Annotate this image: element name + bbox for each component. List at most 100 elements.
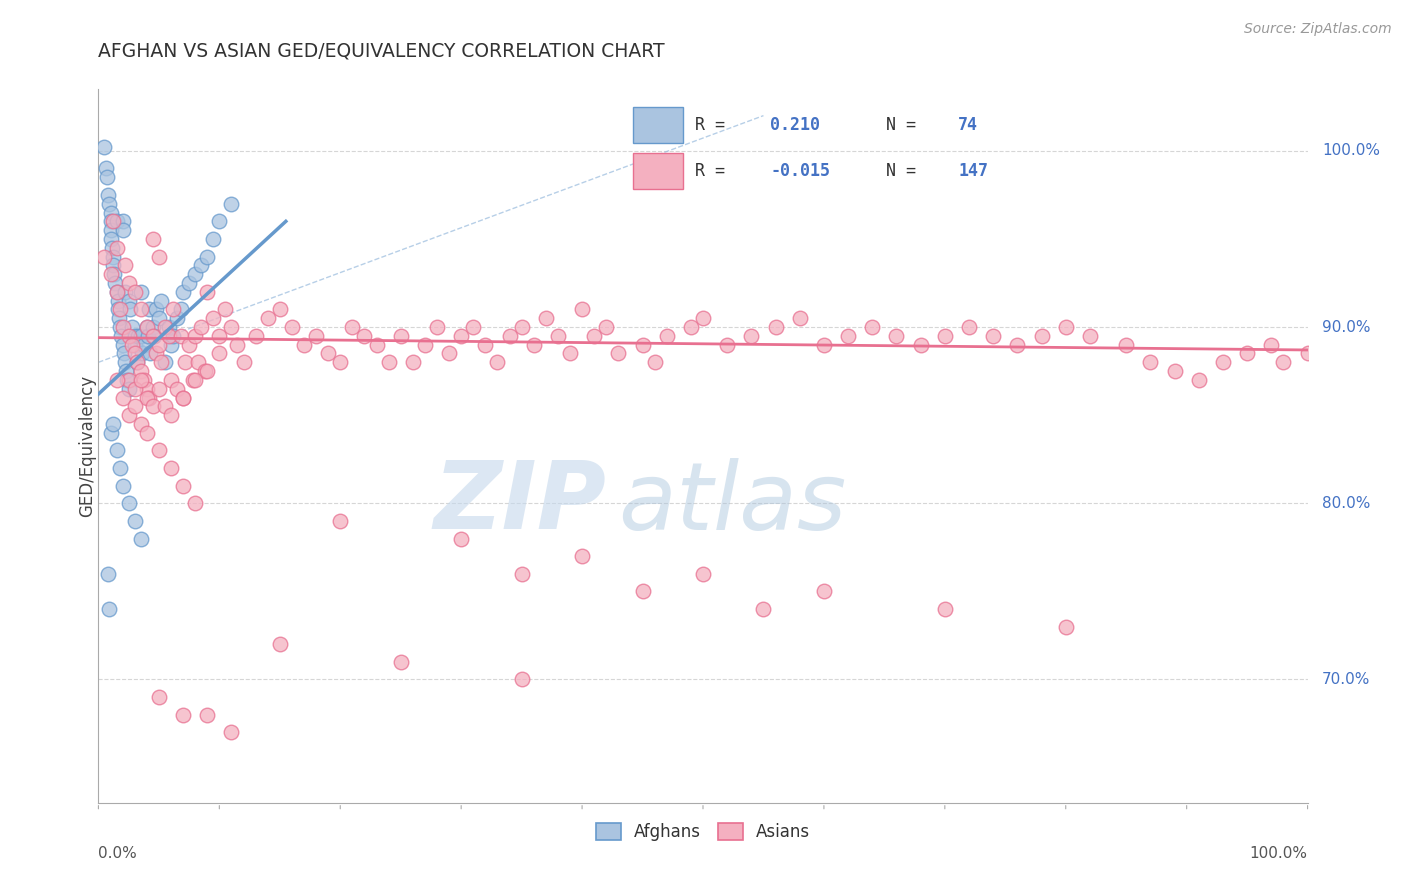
- Point: [353, 329, 375, 343]
- Point: [595, 320, 617, 334]
- Point: [981, 329, 1004, 343]
- Point: [1272, 355, 1295, 369]
- Point: [115, 364, 138, 378]
- Point: [129, 364, 152, 378]
- Point: [98, 196, 121, 211]
- Point: [1054, 619, 1077, 633]
- Point: [93, 250, 115, 264]
- Point: [934, 602, 956, 616]
- Point: [118, 329, 141, 343]
- Point: [105, 443, 128, 458]
- Point: [692, 311, 714, 326]
- Text: AFGHAN VS ASIAN GED/EQUIVALENCY CORRELATION CHART: AFGHAN VS ASIAN GED/EQUIVALENCY CORRELAT…: [98, 42, 665, 61]
- Point: [169, 302, 191, 317]
- Point: [547, 329, 569, 343]
- Point: [208, 329, 231, 343]
- Point: [366, 337, 388, 351]
- Point: [145, 302, 167, 317]
- Point: [131, 346, 153, 360]
- Point: [644, 355, 666, 369]
- Point: [143, 329, 166, 343]
- Point: [166, 311, 188, 326]
- Point: [111, 478, 134, 492]
- Point: [172, 391, 194, 405]
- Point: [377, 355, 399, 369]
- Point: [129, 329, 152, 343]
- Point: [124, 329, 146, 343]
- Point: [281, 320, 304, 334]
- Point: [716, 337, 738, 351]
- Point: [181, 373, 204, 387]
- Point: [172, 391, 194, 405]
- Point: [160, 373, 183, 387]
- Point: [148, 311, 170, 326]
- Point: [108, 311, 131, 326]
- Point: [184, 496, 207, 510]
- Y-axis label: GED/Equivalency: GED/Equivalency: [79, 375, 96, 517]
- Point: [692, 566, 714, 581]
- Point: [111, 223, 134, 237]
- Point: [97, 188, 120, 202]
- Text: 80.0%: 80.0%: [1322, 496, 1371, 511]
- Point: [510, 566, 533, 581]
- Point: [329, 355, 352, 369]
- Point: [101, 417, 124, 431]
- Point: [96, 170, 118, 185]
- Point: [124, 337, 146, 351]
- Point: [160, 408, 183, 422]
- Point: [474, 337, 496, 351]
- Point: [187, 355, 209, 369]
- Point: [1236, 346, 1258, 360]
- Point: [142, 320, 165, 334]
- Point: [136, 329, 159, 343]
- Point: [208, 346, 231, 360]
- Point: [145, 346, 167, 360]
- Point: [169, 329, 191, 343]
- Point: [101, 214, 124, 228]
- Point: [148, 382, 170, 396]
- Point: [195, 364, 218, 378]
- Point: [124, 514, 146, 528]
- Point: [129, 373, 152, 387]
- Point: [105, 373, 128, 387]
- Point: [1007, 337, 1029, 351]
- Point: [118, 408, 141, 422]
- Point: [510, 673, 533, 687]
- Point: [740, 329, 762, 343]
- Point: [450, 532, 472, 546]
- Point: [100, 205, 122, 219]
- Point: [172, 707, 194, 722]
- Point: [571, 302, 593, 317]
- Point: [112, 346, 135, 360]
- Point: [510, 320, 533, 334]
- Point: [1163, 364, 1185, 378]
- Point: [111, 214, 134, 228]
- Text: Source: ZipAtlas.com: Source: ZipAtlas.com: [1244, 22, 1392, 37]
- Point: [148, 443, 170, 458]
- Point: [138, 391, 160, 405]
- Point: [486, 355, 509, 369]
- Point: [160, 461, 183, 475]
- Point: [437, 346, 460, 360]
- Point: [124, 400, 146, 414]
- Point: [100, 214, 122, 228]
- Point: [1260, 337, 1282, 351]
- Point: [413, 337, 436, 351]
- Text: 0.0%: 0.0%: [98, 846, 138, 861]
- Point: [105, 241, 128, 255]
- Point: [607, 346, 630, 360]
- Point: [153, 320, 176, 334]
- Point: [97, 566, 120, 581]
- Point: [101, 250, 124, 264]
- Point: [129, 285, 152, 299]
- Point: [957, 320, 980, 334]
- Point: [269, 637, 291, 651]
- Point: [523, 337, 546, 351]
- Point: [100, 241, 122, 255]
- Point: [172, 478, 194, 492]
- Point: [202, 311, 225, 326]
- Point: [124, 382, 146, 396]
- Point: [105, 214, 128, 228]
- Point: [100, 267, 122, 281]
- Point: [292, 337, 315, 351]
